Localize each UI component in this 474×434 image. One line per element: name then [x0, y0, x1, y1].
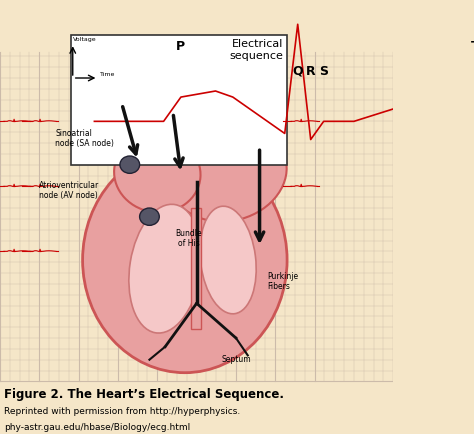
- Text: Atrioventricular
node (AV node): Atrioventricular node (AV node): [39, 181, 100, 201]
- Ellipse shape: [170, 125, 287, 222]
- Ellipse shape: [82, 147, 287, 373]
- Text: Sinoatrial
node (SA node): Sinoatrial node (SA node): [55, 129, 114, 148]
- Text: Time: Time: [100, 72, 116, 76]
- FancyBboxPatch shape: [191, 208, 201, 329]
- Ellipse shape: [114, 134, 201, 212]
- Text: Septum: Septum: [221, 355, 251, 364]
- Text: Purkinje
Fibers: Purkinje Fibers: [267, 272, 299, 291]
- FancyBboxPatch shape: [71, 35, 287, 164]
- Text: P: P: [176, 40, 185, 53]
- Text: T: T: [471, 40, 474, 53]
- Text: phy-astr.gau.edu/hbase/Biology/ecg.html: phy-astr.gau.edu/hbase/Biology/ecg.html: [4, 423, 190, 431]
- Text: Bundle
of His: Bundle of His: [175, 229, 202, 248]
- Ellipse shape: [140, 208, 159, 225]
- Ellipse shape: [120, 156, 140, 173]
- Text: Voltage: Voltage: [73, 37, 96, 42]
- Text: Figure 2. The Heart’s Electrical Sequence.: Figure 2. The Heart’s Electrical Sequenc…: [4, 388, 284, 401]
- Text: R: R: [306, 65, 316, 78]
- Text: Electrical
sequence: Electrical sequence: [229, 39, 283, 61]
- Text: Q: Q: [292, 65, 303, 78]
- Ellipse shape: [129, 204, 201, 333]
- Text: S: S: [319, 65, 328, 78]
- Ellipse shape: [200, 206, 256, 314]
- Text: Reprinted with permission from http://hyperphysics.: Reprinted with permission from http://hy…: [4, 408, 240, 416]
